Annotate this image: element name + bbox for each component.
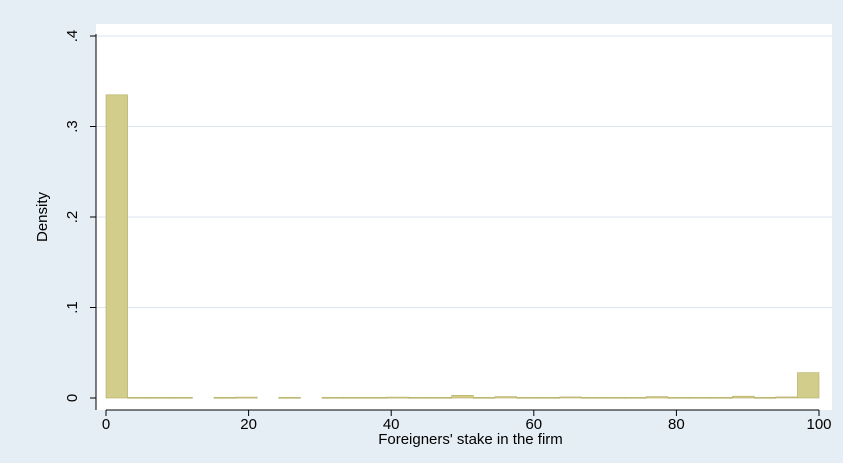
histogram-bar xyxy=(753,396,777,399)
histogram-bar xyxy=(408,396,431,399)
histogram-bar xyxy=(148,396,172,399)
histogram-bar xyxy=(235,396,258,399)
ticks: 0 .1 .2 .3 .4 0 20 40 60 80 100 xyxy=(64,30,832,433)
y-axis-title: Density xyxy=(34,191,51,242)
histogram-bar xyxy=(213,396,236,399)
histogram-bar xyxy=(170,396,193,399)
histogram-bar xyxy=(364,396,388,399)
histogram-bar xyxy=(278,396,301,399)
histogram-bar xyxy=(689,396,712,399)
histogram-bar xyxy=(775,396,798,399)
y-tick-label: .4 xyxy=(64,30,81,43)
histogram-bar xyxy=(559,396,582,399)
histogram-bar xyxy=(667,396,690,399)
y-tick-label: .2 xyxy=(64,211,81,224)
x-tick-label: 40 xyxy=(383,416,400,433)
histogram-bar xyxy=(602,396,625,399)
histogram-bar xyxy=(473,396,496,399)
x-tick-label: 80 xyxy=(668,416,685,433)
histogram-bar xyxy=(537,396,561,399)
histogram-bar xyxy=(581,396,604,399)
axes xyxy=(95,34,819,411)
histogram-bar xyxy=(343,396,366,399)
histogram-bar xyxy=(451,394,474,399)
histogram-bar xyxy=(710,396,733,399)
x-axis-title: Foreigners' stake in the firm xyxy=(378,431,563,448)
histogram-bar xyxy=(516,396,539,399)
x-tick-label: 0 xyxy=(102,416,110,433)
histogram-bar xyxy=(321,396,344,399)
histogram-bar xyxy=(494,396,517,399)
histogram-bar xyxy=(105,94,128,399)
x-tick-label: 20 xyxy=(240,416,257,433)
histogram-bar xyxy=(386,396,409,399)
grid-lines xyxy=(96,35,832,308)
histogram-bar xyxy=(732,395,755,399)
histogram-bars xyxy=(105,94,820,399)
histogram-bar xyxy=(429,396,452,399)
histogram-bar xyxy=(127,396,150,399)
histogram-bar xyxy=(645,396,669,399)
y-tick-label: .3 xyxy=(64,120,81,133)
y-tick-label: .1 xyxy=(64,301,81,314)
histogram-bar xyxy=(797,372,820,399)
x-tick-label: 100 xyxy=(806,416,831,433)
x-tick-label: 60 xyxy=(525,416,542,433)
y-tick-label: 0 xyxy=(64,394,81,402)
histogram-bar xyxy=(624,396,647,399)
